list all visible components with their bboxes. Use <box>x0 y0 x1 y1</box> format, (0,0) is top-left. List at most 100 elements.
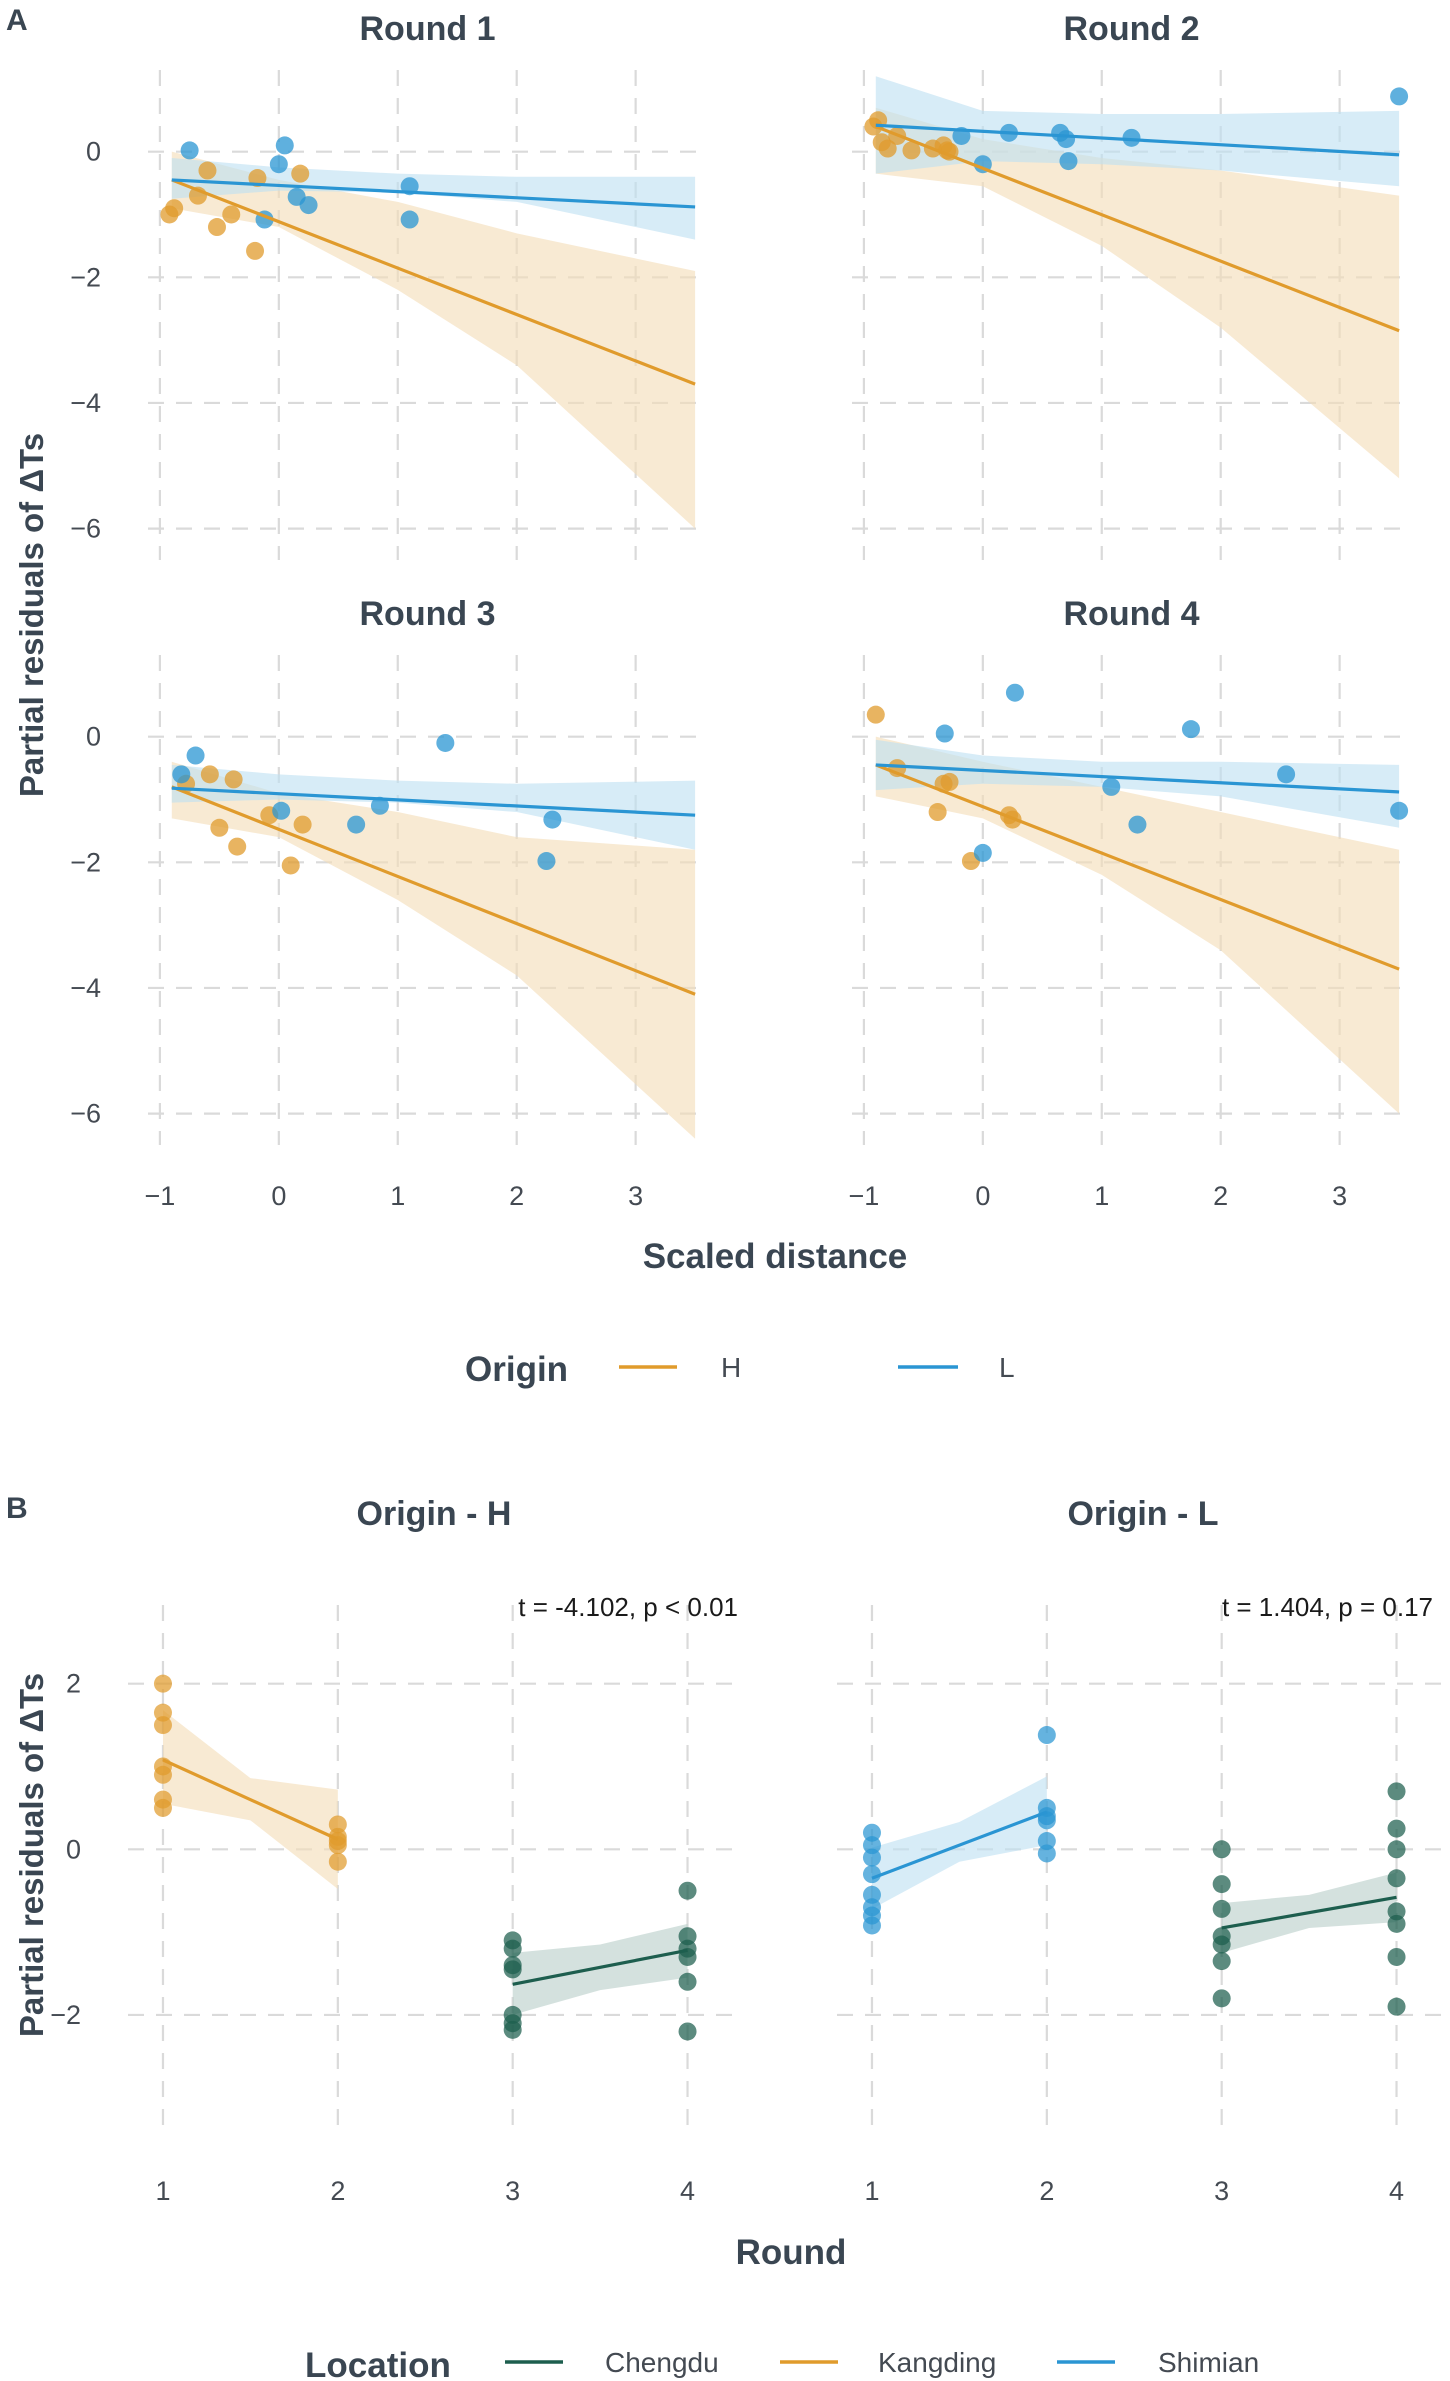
data-point-h <box>224 770 243 789</box>
data-point-h <box>200 765 219 784</box>
data-point-l <box>186 746 205 765</box>
data-point-chengdu <box>1212 1899 1231 1918</box>
data-point-l <box>1102 777 1121 796</box>
data-point-h <box>165 199 184 218</box>
legend-origin: Origin H L <box>465 1350 1015 1389</box>
data-point-chengdu <box>1387 1947 1406 1966</box>
data-point-kangding <box>328 1815 347 1834</box>
y-tick-label: 0 <box>66 1834 81 1864</box>
data-point-chengdu <box>1387 1782 1406 1801</box>
fit-line-l <box>171 178 696 209</box>
x-tick-label: 2 <box>1039 2176 1054 2206</box>
facet-title: Round 1 <box>360 10 496 48</box>
data-point-shimian <box>862 1836 881 1855</box>
facet-stat-annotation: t = 1.404, p = 0.17 <box>1222 1592 1433 1622</box>
legend-label-kangding: Kangding <box>878 2347 996 2378</box>
y-tick-label: 2 <box>66 1669 81 1699</box>
x-tick-label: 0 <box>975 1181 990 1211</box>
data-point-h <box>866 705 885 724</box>
data-point-chengdu <box>1212 1935 1231 1954</box>
confidence-band-h <box>875 107 1400 479</box>
x-tick-label: 1 <box>390 1181 405 1211</box>
fit-line-chengdu <box>1221 1895 1397 1930</box>
facet-round-1: Round 1 0 −2 −4 −6 <box>70 10 707 560</box>
panel-b-y-axis-label: Partial residuals of ΔTs <box>13 1673 50 2037</box>
data-point-h <box>210 818 229 837</box>
data-point-h <box>940 772 959 791</box>
data-point-l <box>537 852 556 871</box>
data-point-l <box>1390 87 1409 106</box>
data-point-chengdu <box>678 2022 697 2041</box>
data-point-l <box>935 724 954 743</box>
facet-round-2: Round 2 <box>852 10 1411 560</box>
x-tick-label: −1 <box>848 1181 879 1211</box>
data-point-chengdu <box>503 1960 522 1979</box>
confidence-band-shimian <box>871 1776 1047 1909</box>
data-point-l <box>299 196 318 215</box>
data-point-h <box>928 803 947 822</box>
data-point-chengdu <box>678 1972 697 1991</box>
fit-line-h <box>171 178 696 386</box>
y-tick-label: −2 <box>50 2000 81 2030</box>
facet-stat-annotation: t = -4.102, p < 0.01 <box>518 1592 738 1622</box>
data-point-shimian <box>862 1885 881 1904</box>
x-tick-label: 0 <box>271 1181 286 1211</box>
facet-title: Round 2 <box>1064 10 1200 48</box>
data-point-shimian <box>862 1848 881 1867</box>
data-point-kangding <box>153 1798 172 1817</box>
facet-origin-h: Origin - H t = -4.102, p < 0.01 2 0 −2 1 2 3 4 <box>50 1495 740 2206</box>
data-point-shimian <box>862 1916 881 1935</box>
data-point-chengdu <box>1212 1952 1231 1971</box>
data-point-l <box>1390 801 1409 820</box>
x-tick-label: 3 <box>1332 1181 1347 1211</box>
data-point-h <box>246 241 265 260</box>
facet-title: Origin - L <box>1067 1495 1218 1533</box>
data-point-chengdu <box>503 1939 522 1958</box>
data-point-chengdu <box>1212 1875 1231 1894</box>
fit-line-chengdu <box>512 1948 688 1986</box>
legend-label-l: L <box>999 1352 1015 1383</box>
fit-line-l <box>875 123 1400 157</box>
data-point-h <box>228 837 247 856</box>
data-point-chengdu <box>1387 1869 1406 1888</box>
data-point-l <box>1059 152 1078 171</box>
x-tick-label: 3 <box>1214 2176 1229 2206</box>
data-point-h <box>207 218 226 237</box>
data-point-l <box>1128 815 1147 834</box>
y-tick-label: −6 <box>70 1099 101 1129</box>
data-point-l <box>1005 683 1024 702</box>
confidence-band-h <box>171 761 696 1139</box>
data-point-chengdu <box>1212 1989 1231 2008</box>
data-point-l <box>275 136 294 155</box>
fit-line-kangding <box>162 1758 339 1841</box>
y-tick-label: 0 <box>86 137 101 167</box>
facet-round-3: Round 3 0 −2 −4 −6 −1 0 1 2 3 <box>70 595 707 1211</box>
data-point-chengdu <box>1387 1902 1406 1921</box>
facet-round-4: Round 4 −1 0 1 2 3 <box>848 595 1411 1211</box>
data-point-l <box>543 810 562 829</box>
x-tick-label: 2 <box>509 1181 524 1211</box>
data-point-chengdu <box>503 2020 522 2039</box>
legend-origin-title: Origin <box>465 1350 568 1389</box>
y-tick-label: −4 <box>70 973 101 1003</box>
data-point-h <box>281 856 300 875</box>
data-point-l <box>436 733 455 752</box>
x-tick-label: 1 <box>1094 1181 1109 1211</box>
data-point-chengdu <box>1387 1914 1406 1933</box>
data-point-shimian <box>1037 1844 1056 1863</box>
data-point-l <box>1057 130 1076 149</box>
data-point-kangding <box>153 1703 172 1722</box>
panel-b-x-axis-label: Round <box>736 2233 847 2272</box>
data-point-l <box>973 843 992 862</box>
legend-label-h: H <box>721 1352 741 1383</box>
data-point-chengdu <box>1387 1997 1406 2016</box>
data-point-l <box>180 141 199 160</box>
data-point-l <box>272 801 291 820</box>
confidence-band-h <box>875 736 1400 1114</box>
data-point-shimian <box>862 1823 881 1842</box>
data-point-h <box>222 205 241 224</box>
panel-a-y-axis-label: Partial residuals of ΔTs <box>13 433 50 797</box>
panel-label-b: B <box>6 1492 28 1525</box>
data-point-kangding <box>153 1716 172 1735</box>
